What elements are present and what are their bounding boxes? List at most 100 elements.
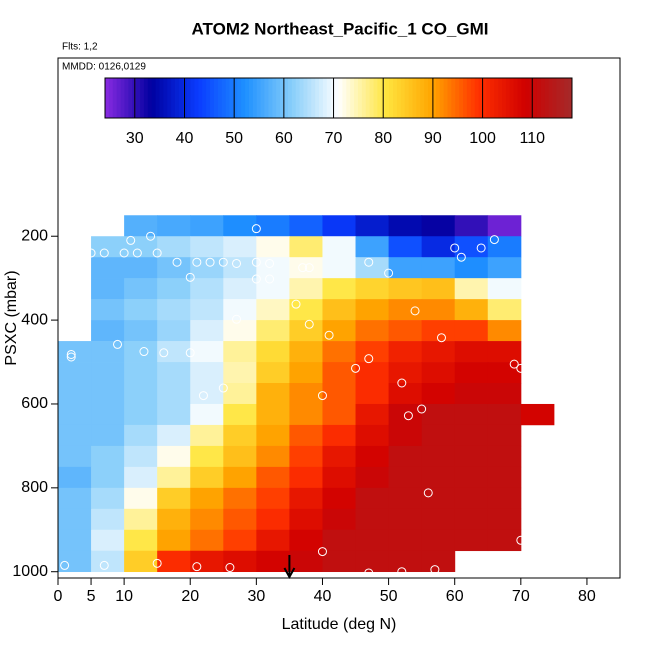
observation-point — [73, 248, 83, 258]
heat-cell — [487, 403, 522, 426]
heat-cell — [421, 383, 456, 405]
heat-cell — [256, 299, 290, 321]
colorbar-swatch — [229, 78, 234, 118]
heat-cell — [256, 508, 290, 531]
heat-cell — [58, 508, 92, 531]
observation-point — [476, 243, 486, 253]
heat-cell — [58, 445, 92, 468]
heat-cell — [157, 236, 191, 258]
heat-cell — [124, 403, 158, 426]
colorbar-swatch — [463, 78, 468, 118]
heat-cell — [487, 383, 522, 405]
y-tick-label: 1000 — [12, 563, 48, 580]
heat-cell — [454, 466, 489, 489]
heat-cell — [190, 320, 224, 342]
colorbar-swatch — [536, 78, 542, 118]
observation-point — [516, 363, 526, 373]
colorbar-swatch — [225, 78, 230, 118]
heat-cell — [454, 403, 489, 426]
heat-cell — [157, 362, 191, 384]
colorbar-swatch — [171, 78, 176, 118]
heat-cell — [454, 215, 489, 237]
heat-cell — [190, 236, 224, 258]
colorbar-swatch — [470, 78, 476, 118]
colorbar-swatch — [326, 78, 332, 118]
heat-cell — [223, 215, 257, 237]
heat-cell — [454, 341, 489, 363]
heat-cell — [322, 320, 357, 342]
heat-cell — [421, 424, 456, 447]
colorbar-swatch — [533, 78, 538, 118]
heat-cell — [190, 508, 224, 531]
heat-cell — [91, 341, 125, 363]
colorbar-swatch — [494, 78, 499, 118]
colorbar-swatch — [525, 78, 530, 118]
colorbar-swatch — [237, 78, 242, 118]
observation-point — [364, 257, 374, 267]
colorbar-swatch — [322, 78, 328, 118]
heat-cell — [157, 529, 191, 552]
observation-point — [99, 248, 109, 258]
heat-cell — [454, 424, 489, 447]
observation-point — [205, 257, 215, 267]
observation-point — [225, 563, 235, 573]
colorbar-swatch — [435, 78, 441, 118]
colorbar-swatch — [128, 78, 133, 118]
heat-cell — [58, 466, 92, 489]
colorbar-swatch — [396, 78, 402, 118]
heat-cell — [454, 445, 489, 468]
colorbar-swatch — [369, 78, 374, 118]
heat-cell — [58, 403, 92, 426]
heat-cell — [454, 529, 489, 552]
heat-cell — [388, 550, 423, 573]
observation-point — [384, 268, 394, 278]
heat-cell — [487, 278, 522, 300]
colorbar-swatch — [377, 78, 382, 118]
colorbar-swatch — [202, 78, 207, 118]
colorbar-swatch — [556, 78, 561, 118]
observation-point — [126, 235, 136, 245]
heat-cell — [487, 236, 522, 258]
heat-cell — [454, 508, 489, 531]
heat-cell — [421, 215, 456, 237]
heat-cell — [289, 236, 323, 258]
colorbar-tick-label: 50 — [225, 130, 243, 147]
heat-cell — [487, 341, 522, 363]
colorbar-swatch — [459, 78, 464, 118]
heat-cell — [487, 529, 522, 552]
heat-cell — [124, 445, 158, 468]
colorbar-swatch — [416, 78, 421, 118]
heat-cell — [157, 215, 191, 237]
colorbar-swatch — [439, 78, 444, 118]
heat-cell — [322, 487, 357, 510]
x-tick-label: 10 — [115, 588, 133, 605]
observation-point — [522, 387, 532, 397]
heat-cell — [190, 341, 224, 363]
observation-point — [304, 319, 314, 329]
colorbar-swatch — [280, 78, 285, 118]
colorbar-tick-label: 30 — [126, 130, 144, 147]
colorbar-swatch — [420, 78, 425, 118]
colorbar-tick-label: 90 — [424, 130, 442, 147]
colorbar-swatch — [319, 78, 324, 118]
heat-cell — [190, 424, 224, 447]
heat-cell — [322, 299, 357, 321]
colorbar-swatch — [178, 78, 184, 118]
colorbar-swatch — [276, 78, 281, 118]
heat-cell — [355, 215, 390, 237]
heat-cell — [355, 445, 390, 468]
colorbar-swatch — [490, 78, 495, 118]
heat-cell — [322, 424, 357, 447]
colorbar-swatch — [346, 78, 351, 118]
heat-cell — [91, 424, 125, 447]
observation-point — [304, 263, 314, 273]
heat-cell — [355, 236, 390, 258]
heat-cell — [157, 445, 191, 468]
heat-cell — [289, 299, 323, 321]
heat-cell — [91, 320, 125, 342]
heat-cell — [58, 341, 92, 363]
heat-cell — [91, 299, 125, 321]
heat-cell — [487, 362, 522, 384]
heat-cell — [454, 383, 489, 405]
